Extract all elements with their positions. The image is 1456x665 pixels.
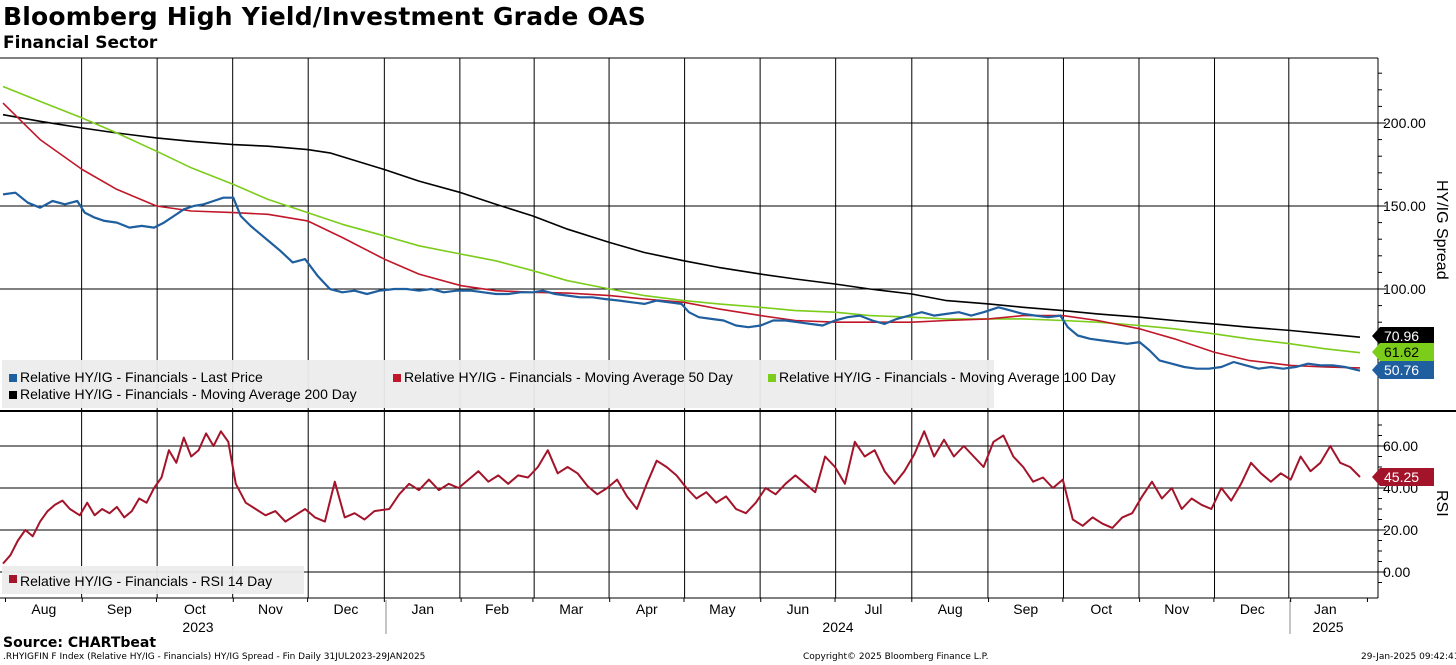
legend-box	[2, 360, 994, 408]
legend-label: Relative HY/IG - Financials - Last Price	[20, 369, 263, 385]
x-tick-label: Mar	[559, 601, 583, 617]
x-tick-label: Sep	[107, 601, 132, 617]
ticker-description: .RHYIGFIN F Index (Relative HY/IG - Fina…	[3, 652, 426, 662]
last-value-tag-ma100: 61.62	[1372, 343, 1434, 361]
source-label: Source: CHARTbeat	[3, 635, 157, 651]
legend-swatch	[9, 374, 17, 382]
series-line-ma200	[2, 113, 1361, 338]
last-value-tag-last-price: 50.76	[1372, 361, 1434, 379]
x-tick-label: May	[709, 601, 735, 617]
x-tick-label: Jan	[1314, 601, 1337, 617]
x-tick-label: Feb	[485, 601, 509, 617]
legend-label: Relative HY/IG - Financials - Moving Ave…	[779, 369, 1116, 385]
y-tick-label: 20.00	[1383, 522, 1418, 538]
legend-label: Relative HY/IG - Financials - RSI 14 Day	[20, 573, 272, 589]
legend-swatch	[9, 575, 17, 583]
x-tick-label: Jul	[864, 601, 882, 617]
svg-text:70.96: 70.96	[1384, 328, 1419, 344]
copyright-notice: Copyright© 2025 Bloomberg Finance L.P.	[803, 652, 989, 662]
x-tick-label: Oct	[184, 601, 206, 617]
legend-label: Relative HY/IG - Financials - Moving Ave…	[404, 369, 733, 385]
legend-swatch	[393, 374, 401, 382]
x-tick-label: Jun	[787, 601, 810, 617]
y-tick-label: 0.00	[1383, 564, 1410, 580]
y-tick-label: 100.00	[1383, 281, 1426, 297]
svg-text:45.25: 45.25	[1384, 469, 1419, 485]
x-tick-label: Dec	[334, 601, 359, 617]
series-line-rsi	[2, 430, 1361, 565]
y-tick-label: 200.00	[1383, 115, 1426, 131]
svg-text:61.62: 61.62	[1384, 344, 1419, 360]
legend-box-rsi	[2, 566, 304, 594]
x-tick-label: Oct	[1090, 601, 1112, 617]
x-tick-label: Sep	[1013, 601, 1038, 617]
x-tick-label: Jan	[411, 601, 434, 617]
legend-swatch	[9, 391, 17, 399]
legend-swatch	[768, 374, 776, 382]
x-year-label: 2024	[822, 619, 853, 635]
x-tick-label: Aug	[938, 601, 963, 617]
chart-title: Bloomberg High Yield/Investment Grade OA…	[3, 2, 646, 31]
x-year-label: 2025	[1312, 619, 1343, 635]
last-value-tag-ma200: 70.96	[1372, 327, 1434, 345]
series-line-last-price	[2, 191, 1361, 372]
legend-label: Relative HY/IG - Financials - Moving Ave…	[20, 386, 357, 402]
x-year-label: 2023	[182, 619, 213, 635]
chart-subtitle: Financial Sector	[3, 33, 158, 53]
last-value-tag-rsi: 45.25	[1372, 468, 1434, 486]
x-tick-label: Apr	[636, 601, 658, 617]
x-tick-label: Nov	[1164, 601, 1189, 617]
series-line-ma50	[2, 102, 1361, 369]
y-tick-label: 60.00	[1383, 438, 1418, 454]
y-tick-label: 150.00	[1383, 198, 1426, 214]
svg-text:50.76: 50.76	[1384, 362, 1419, 378]
timestamp: 29-Jan-2025 09:42:41	[1361, 652, 1456, 662]
y-axis-title: HY/IG Spread	[1433, 180, 1450, 280]
series-line-ma100	[2, 85, 1361, 354]
x-tick-label: Aug	[31, 601, 56, 617]
x-tick-label: Dec	[1240, 601, 1265, 617]
y-axis-title: RSI	[1433, 490, 1450, 517]
x-tick-label: Nov	[258, 601, 283, 617]
